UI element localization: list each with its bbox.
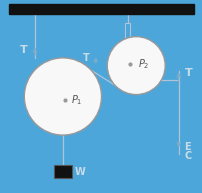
Bar [54,165,71,178]
Circle shape [107,37,164,95]
Bar [9,4,193,14]
Text: T: T [19,45,27,55]
Bar [125,23,129,39]
Text: W: W [74,167,85,177]
Text: T: T [184,68,191,78]
Text: T: T [82,53,89,63]
Text: $P_1$: $P_1$ [70,93,82,107]
Text: $P_2$: $P_2$ [138,57,149,71]
Text: C: C [184,151,191,161]
Circle shape [24,58,101,135]
Text: E: E [184,142,190,152]
